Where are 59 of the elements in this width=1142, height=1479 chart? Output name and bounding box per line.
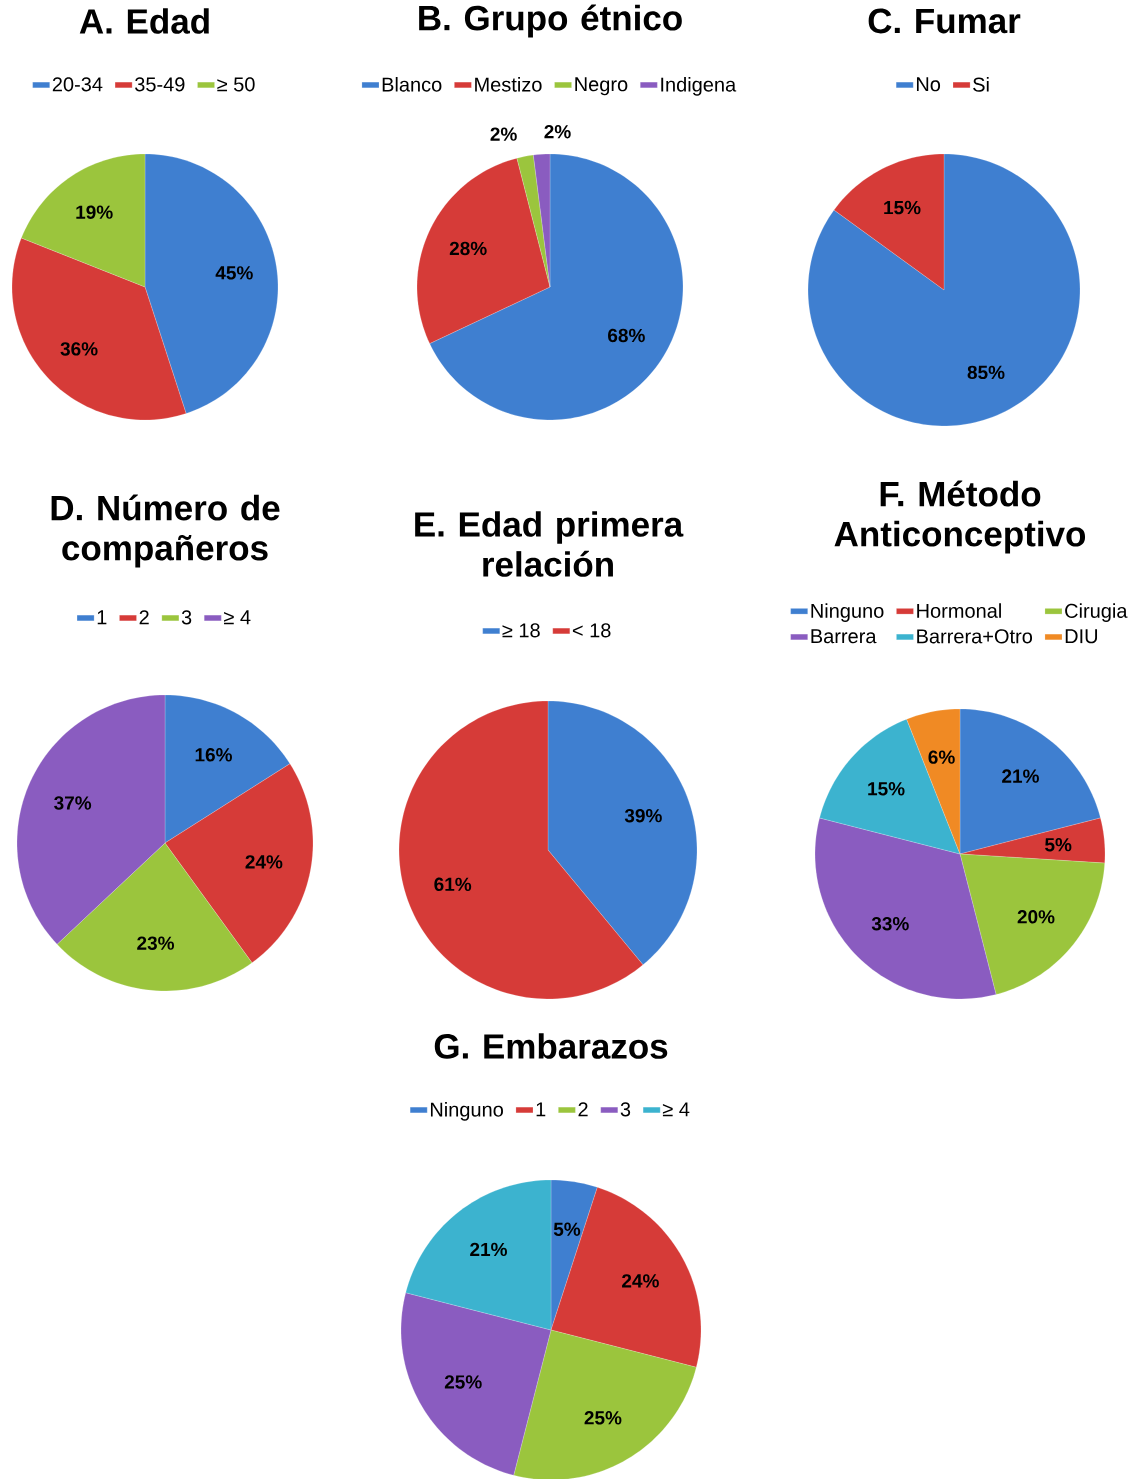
- data-label: 68%: [608, 328, 645, 343]
- data-label: 21%: [1002, 769, 1039, 783]
- chart-title: B. Grupo étnico: [419, 4, 682, 38]
- legend-label: Barrera: [811, 629, 877, 644]
- legend-label: 2: [139, 610, 149, 625]
- legend-label: Mestizo: [475, 76, 542, 92]
- legend-label: Hormonal: [917, 603, 1001, 618]
- chart-title: F. Método Anticonceptivo: [834, 480, 1086, 554]
- legend-label: Cirugia: [1065, 603, 1128, 622]
- legend-label: 3: [620, 1102, 631, 1117]
- legend-label: Indigena: [661, 76, 737, 96]
- legend-label: 1: [536, 1102, 546, 1117]
- data-label: 21%: [470, 1242, 507, 1257]
- legend-label: < 18: [572, 623, 611, 638]
- legend-label: DIU: [1065, 629, 1098, 644]
- legend-label: ≥ 4: [662, 1102, 690, 1117]
- chart-title: E. Edad primera relación: [415, 511, 684, 577]
- legend-label: Barrera+Otro: [917, 629, 1033, 644]
- data-label: 15%: [868, 782, 905, 796]
- data-label: 85%: [967, 365, 1005, 380]
- legend-label: Ninguno: [811, 603, 884, 622]
- data-label: 61%: [434, 877, 472, 892]
- legend-label: No: [916, 77, 941, 92]
- data-label: 15%: [884, 200, 921, 215]
- data-label: 24%: [245, 855, 283, 869]
- data-label: 16%: [195, 748, 232, 762]
- legend-label: 2: [578, 1102, 588, 1117]
- legend-label: 1: [97, 610, 107, 625]
- data-label: 45%: [215, 266, 253, 280]
- data-label: 2%: [544, 124, 571, 139]
- data-label: 5%: [1045, 838, 1072, 852]
- data-label: 28%: [449, 241, 487, 256]
- data-label: 25%: [584, 1411, 622, 1425]
- legend-label: Negro: [575, 77, 628, 96]
- data-label: 37%: [54, 796, 92, 810]
- data-label: 20%: [1017, 910, 1055, 924]
- data-label: 19%: [76, 205, 113, 219]
- legend-label: 3: [181, 610, 192, 625]
- data-label: 25%: [444, 1375, 482, 1389]
- chart-title: C. Fumar: [868, 8, 1021, 34]
- data-label: 5%: [553, 1222, 581, 1236]
- legend-label: Si: [973, 76, 989, 92]
- legend-label: ≥ 18: [502, 623, 540, 638]
- data-label: 39%: [624, 808, 662, 823]
- legend-label: 35-49: [135, 77, 185, 92]
- chart-title: D. Número de compañeros: [51, 494, 280, 568]
- legend-label: Blanco: [382, 76, 442, 92]
- legend-label: Ninguno: [430, 1102, 503, 1121]
- chart-title: G. Embarazos: [434, 1033, 668, 1059]
- legend-label: ≥ 50: [217, 77, 255, 92]
- data-label: 6%: [928, 750, 955, 764]
- data-label: 24%: [622, 1274, 659, 1288]
- data-label: 36%: [60, 342, 98, 356]
- legend-label: 20-34: [52, 77, 103, 92]
- data-label: 2%: [490, 127, 517, 141]
- data-label: 33%: [871, 916, 909, 931]
- legend-label: ≥ 4: [224, 610, 251, 625]
- chart-title: A. Edad: [79, 8, 209, 34]
- data-label: 23%: [137, 936, 175, 950]
